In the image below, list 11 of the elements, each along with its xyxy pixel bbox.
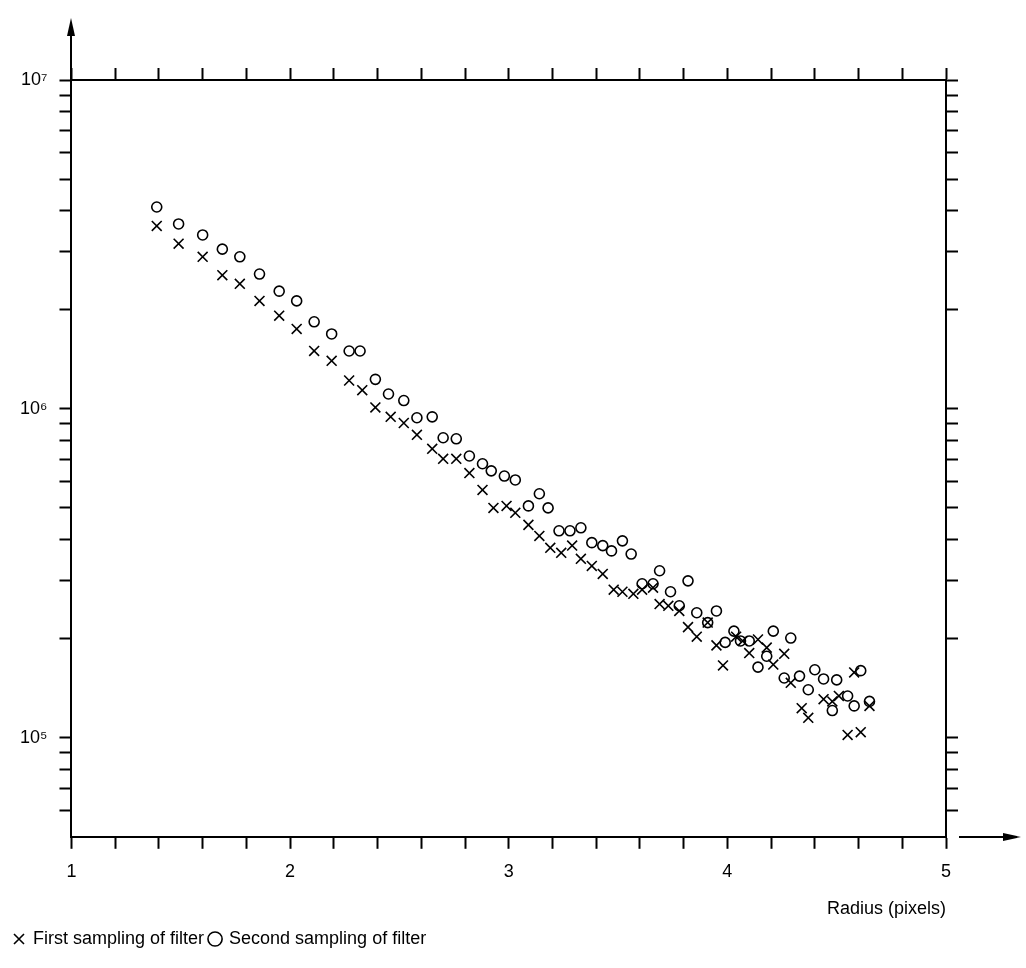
y-tick-label: 10⁵ bbox=[20, 726, 48, 747]
x-tick-label: 3 bbox=[503, 860, 514, 881]
x-tick-label: 5 bbox=[940, 860, 952, 881]
legend-label: Second sampling of filter bbox=[229, 927, 427, 948]
y-tick-label: 10⁶ bbox=[20, 397, 48, 418]
x-tick-label: 4 bbox=[722, 860, 733, 881]
y-tick-label: 10⁷ bbox=[20, 68, 48, 89]
legend-label: First sampling of filter bbox=[33, 927, 205, 948]
x-tick-label: 2 bbox=[285, 860, 296, 881]
x-tick-label: 1 bbox=[66, 860, 77, 881]
x-axis-title: Radius (pixels) bbox=[826, 898, 946, 919]
